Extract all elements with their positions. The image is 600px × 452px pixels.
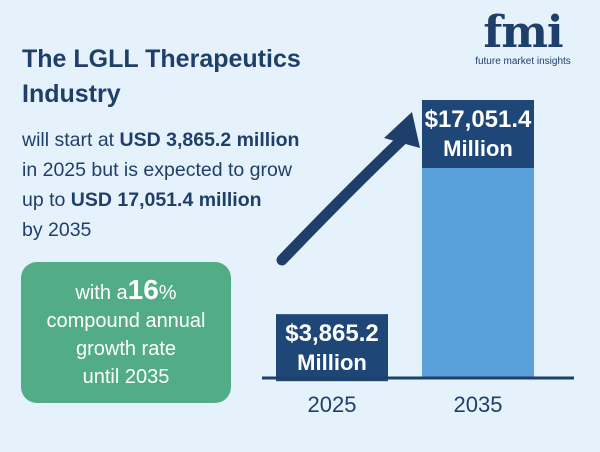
bar-value-label-2025-2: Million	[297, 350, 367, 375]
bars-layer: $3,865.2 Million 2025 $17,051.4 Million 2035	[276, 100, 534, 417]
cagr-line-3: growth rate	[75, 338, 177, 360]
bar-label-box-2025	[276, 314, 388, 382]
cagr-unit: %	[158, 282, 177, 304]
x-tick-label-2025: 2025	[308, 392, 357, 417]
x-tick-label-2035: 2035	[454, 392, 503, 417]
cagr-line-4: until 2035	[82, 366, 170, 388]
desc-line-1-text: will start at	[22, 129, 120, 151]
page-title: The LGLL Therapeutics Industry	[22, 42, 362, 112]
market-description: will start at USD 3,865.2 million in 202…	[22, 125, 362, 245]
end-value: USD 17,051.4 million	[70, 189, 262, 211]
fmi-logo: fmi future market insights	[468, 7, 578, 68]
title-line-2: Industry	[22, 80, 121, 108]
desc-line-2: in 2025 but is expected to grow	[22, 159, 292, 181]
cagr-line-2: compound annual	[46, 310, 206, 332]
desc-line-3: up to USD 17,051.4 million	[22, 185, 362, 215]
logo-subtitle: future market insights	[475, 56, 571, 67]
start-value: USD 3,865.2 million	[119, 129, 300, 151]
cagr-callout: with a16% compound annual growth rate un…	[21, 262, 231, 403]
cagr-line-1: with a16%	[21, 276, 231, 307]
growth-arrow	[276, 130, 412, 266]
desc-line-3-text: up to	[22, 189, 71, 211]
logo-mark: fmi	[483, 7, 563, 58]
bar-label-box-2035	[422, 100, 534, 168]
bar-value-label-2035-2: Million	[443, 136, 513, 161]
desc-line-4: by 2035	[22, 219, 92, 241]
bar-value-label-2025-1: $3,865.2	[285, 320, 378, 347]
cagr-value: 16	[127, 274, 159, 305]
growth-arrow-head	[384, 112, 420, 148]
bar-value-label-2035-1: $17,051.4	[425, 106, 532, 133]
title-line-1: The LGLL Therapeutics	[22, 45, 301, 73]
cagr-pre: with a	[75, 282, 128, 304]
desc-line-1: will start at USD 3,865.2 million	[22, 125, 362, 155]
